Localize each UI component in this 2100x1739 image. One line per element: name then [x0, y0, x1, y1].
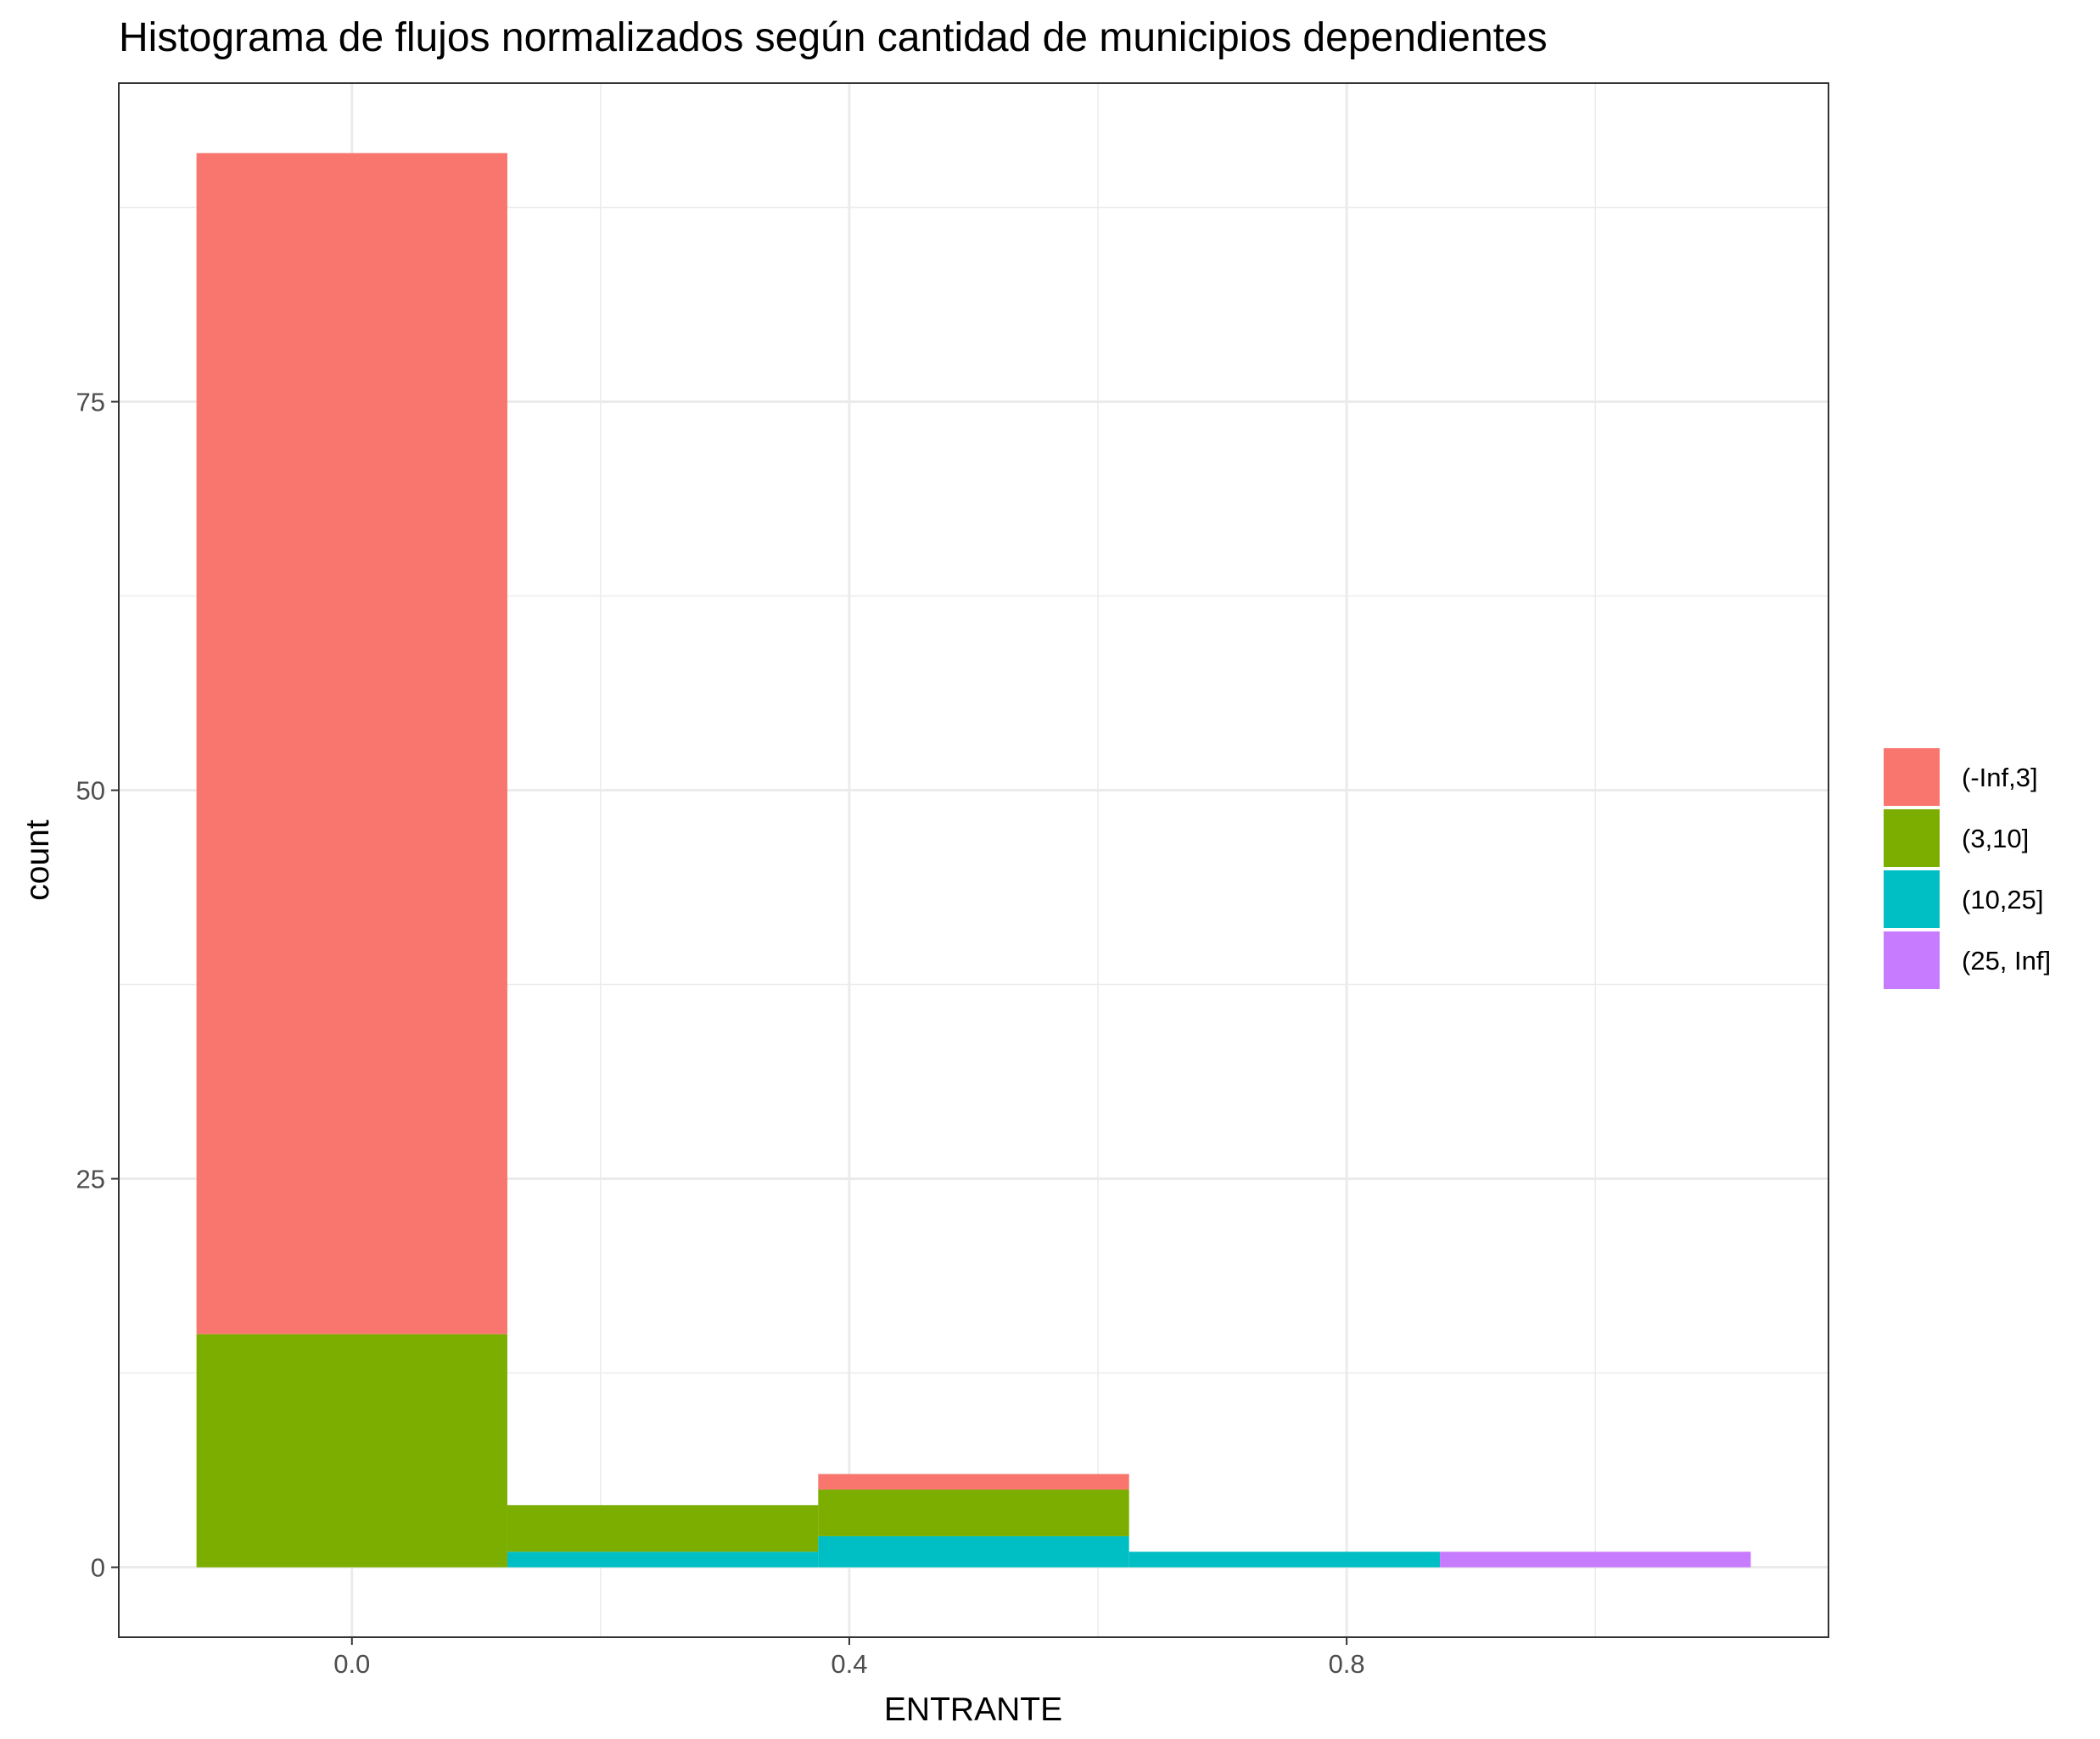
legend-key — [1884, 748, 1940, 806]
panel-border — [118, 82, 1829, 1638]
histogram-bar — [507, 1505, 819, 1552]
y-tick-label: 75 — [76, 388, 105, 417]
legend-label: (3,10] — [1962, 824, 2029, 853]
axes: 0 25 50 75 0.0 0.4 0.8 — [76, 388, 1365, 1679]
histogram-bar — [818, 1535, 1129, 1568]
y-tick-label: 0 — [91, 1553, 105, 1583]
histogram-bar — [196, 153, 507, 1334]
legend-key — [1884, 870, 1940, 928]
histogram-bar — [818, 1489, 1129, 1536]
bars — [196, 153, 1751, 1568]
legend-label: (10,25] — [1962, 885, 2044, 914]
y-tick-label: 50 — [76, 776, 105, 806]
chart-title: Histograma de flujos normalizados según … — [119, 15, 1548, 60]
x-tick-label: 0.8 — [1329, 1649, 1365, 1679]
y-tick-label: 25 — [76, 1165, 105, 1194]
legend-label: (25, Inf] — [1962, 946, 2051, 976]
x-tick-label: 0.4 — [831, 1649, 867, 1679]
x-tick-label: 0.0 — [333, 1649, 370, 1679]
histogram-bar — [1440, 1552, 1751, 1568]
x-axis-title: ENTRANTE — [884, 1691, 1062, 1728]
histogram-bar — [507, 1552, 819, 1568]
histogram-bar — [1128, 1552, 1441, 1568]
legend-key — [1884, 931, 1940, 989]
histogram-bar — [818, 1473, 1129, 1490]
y-axis-title: count — [20, 819, 56, 901]
legend: (-Inf,3] (3,10] (10,25] (25, Inf] — [1884, 748, 2051, 989]
legend-key — [1884, 809, 1940, 867]
legend-label: (-Inf,3] — [1962, 763, 2038, 792]
histogram-bar — [196, 1334, 507, 1568]
